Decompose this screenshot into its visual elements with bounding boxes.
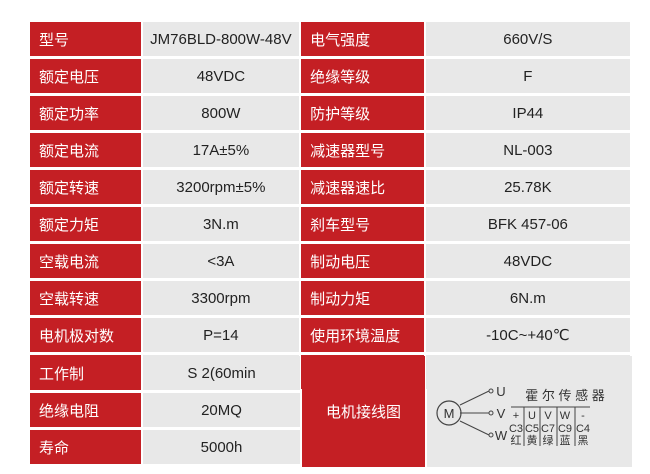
spec-value: 6N.m xyxy=(425,281,630,315)
spec-label: 绝缘等级 xyxy=(301,59,424,93)
spec-value: 20MQ xyxy=(143,393,300,427)
spec-row: 额定电流 17A±5% 减速器型号 NL-003 xyxy=(30,133,630,167)
spec-value: 800W xyxy=(142,96,300,130)
spec-label: 电气强度 xyxy=(301,22,424,56)
wiring-diagram-label: 电机接线图 xyxy=(302,356,425,467)
phase-label: U xyxy=(496,384,505,399)
spec-value: S 2(60min xyxy=(143,356,300,390)
spec-label: 使用环境温度 xyxy=(301,318,424,352)
sensor-color: 绿 xyxy=(543,433,554,447)
spec-value: 3200rpm±5% xyxy=(142,170,300,204)
spec-value: P=14 xyxy=(142,318,300,352)
sensor-color: 蓝 xyxy=(560,434,571,447)
spec-label: 工作制 xyxy=(30,356,141,390)
sensor-code: C5 xyxy=(525,423,539,435)
sensor-code: C3 xyxy=(509,423,523,435)
phase-wire xyxy=(459,390,490,406)
spec-label: 防护等级 xyxy=(301,96,424,130)
sensor-pin: W xyxy=(560,410,571,422)
sensor-code: C9 xyxy=(558,423,572,435)
sensor-color: 红 xyxy=(511,434,522,447)
spec-value: 48VDC xyxy=(142,59,300,93)
spec-label: 空载转速 xyxy=(30,281,141,315)
spec-label: 制动电压 xyxy=(301,244,424,278)
spec-row: 额定电压 48VDC 绝缘等级 F xyxy=(30,59,630,93)
spec-value: -10C~+40℃ xyxy=(425,318,630,352)
spec-row: 寿命 5000h xyxy=(30,430,302,464)
spec-row: 工作制 S 2(60min xyxy=(30,356,302,390)
spec-value: <3A xyxy=(142,244,300,278)
spec-table: 型号 JM76BLD-800W-48V 电气强度 660V/S 额定电压 48VDC 绝缘等… xyxy=(30,22,630,392)
spec-value: 17A±5% xyxy=(142,133,300,167)
sensor-color: 黑 xyxy=(578,434,589,447)
spec-row: 型号 JM76BLD-800W-48V 电气强度 660V/S xyxy=(30,22,630,56)
spec-label: 型号 xyxy=(30,22,141,56)
phase-label: V xyxy=(497,406,506,421)
spec-row: 额定转速 3200rpm±5% 减速器速比 25.78K xyxy=(30,170,630,204)
sensor-code: C4 xyxy=(576,423,590,435)
spec-value: 5000h xyxy=(143,430,300,464)
sensor-pin: U xyxy=(528,410,536,422)
spec-row: 额定力矩 3N.m 刹车型号 BFK 457-06 xyxy=(30,207,630,241)
spec-value: 25.78K xyxy=(425,170,630,204)
spec-label: 减速器速比 xyxy=(301,170,424,204)
spec-label: 电机极对数 xyxy=(30,318,141,352)
spec-value: 3300rpm xyxy=(142,281,300,315)
spec-label: 绝缘电阻 xyxy=(30,393,141,427)
spec-row: 额定功率 800W 防护等级 IP44 xyxy=(30,96,630,130)
spec-row: 绝缘电阻 20MQ xyxy=(30,393,302,427)
spec-label: 额定力矩 xyxy=(30,207,141,241)
phase-wire xyxy=(459,420,490,436)
spec-value: JM76BLD-800W-48V xyxy=(142,22,300,56)
hall-sensor-title: 霍 尔 传 感 器 xyxy=(525,388,604,403)
sensor-color: 黄 xyxy=(527,433,538,447)
terminal-dot xyxy=(488,432,494,438)
spec-row: 空载转速 3300rpm 制动力矩 6N.m xyxy=(30,281,630,315)
spec-label: 额定转速 xyxy=(30,170,141,204)
spec-value: NL-003 xyxy=(425,133,630,167)
spec-value: 48VDC xyxy=(425,244,630,278)
spec-label: 空载电流 xyxy=(30,244,141,278)
spec-label: 刹车型号 xyxy=(301,207,424,241)
terminal-dot xyxy=(488,388,494,394)
spec-row: 空载电流 <3A 制动电压 48VDC xyxy=(30,244,630,278)
spec-value: F xyxy=(425,59,630,93)
spec-row: 电机极对数 P=14 使用环境温度 -10C~+40℃ xyxy=(30,318,630,352)
sensor-pin: - xyxy=(581,410,585,422)
spec-value: 660V/S xyxy=(425,22,630,56)
sensor-pin: V xyxy=(544,410,552,422)
sensor-code: C7 xyxy=(541,423,555,435)
motor-label: M xyxy=(444,406,455,421)
spec-label: 额定电压 xyxy=(30,59,141,93)
phase-label: W xyxy=(495,428,508,443)
spec-value: IP44 xyxy=(425,96,630,130)
spec-label: 减速器型号 xyxy=(301,133,424,167)
spec-value: 3N.m xyxy=(142,207,300,241)
spec-label: 寿命 xyxy=(30,430,141,464)
sensor-pin: + xyxy=(513,410,519,422)
spec-label: 制动力矩 xyxy=(301,281,424,315)
terminal-dot xyxy=(488,410,494,416)
spec-value: BFK 457-06 xyxy=(425,207,630,241)
spec-label: 额定电流 xyxy=(30,133,141,167)
spec-label: 额定功率 xyxy=(30,96,141,130)
